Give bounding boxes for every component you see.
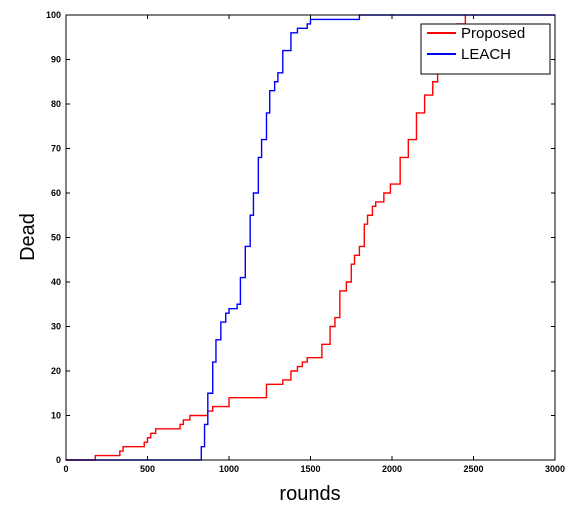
- x-tick-label: 3000: [545, 464, 565, 474]
- legend-label-proposed: Proposed: [461, 25, 525, 42]
- x-tick-label: 2500: [463, 464, 483, 474]
- y-tick-label: 0: [56, 455, 61, 465]
- y-axis-ticks: 0 10 20 30 40 50 60 70 80 90 100: [46, 10, 555, 465]
- x-axis-ticks: 0 500 1000 1500 2000 2500 3000: [63, 15, 565, 474]
- x-tick-label: 0: [63, 464, 68, 474]
- legend-label-leach: LEACH: [461, 46, 511, 63]
- y-axis-title: Dead: [17, 213, 39, 261]
- y-tick-label: 50: [51, 233, 61, 243]
- series-line-leach: [66, 14, 555, 461]
- y-tick-label: 90: [51, 55, 61, 65]
- series-line-proposed: [66, 15, 467, 461]
- y-tick-label: 40: [51, 277, 61, 287]
- y-tick-label: 70: [51, 144, 61, 154]
- legend: Proposed LEACH: [420, 23, 551, 75]
- series-lines: [66, 14, 555, 461]
- x-tick-label: 1500: [300, 464, 320, 474]
- x-tick-label: 2000: [382, 464, 402, 474]
- y-tick-label: 100: [46, 10, 61, 20]
- x-tick-label: 500: [140, 464, 155, 474]
- x-axis-title: rounds: [279, 483, 340, 505]
- plot-background: [66, 15, 555, 460]
- y-tick-label: 20: [51, 366, 61, 376]
- y-tick-label: 30: [51, 322, 61, 332]
- y-tick-label: 60: [51, 188, 61, 198]
- x-tick-label: 1000: [219, 464, 239, 474]
- y-tick-label: 10: [51, 411, 61, 421]
- y-tick-label: 80: [51, 99, 61, 109]
